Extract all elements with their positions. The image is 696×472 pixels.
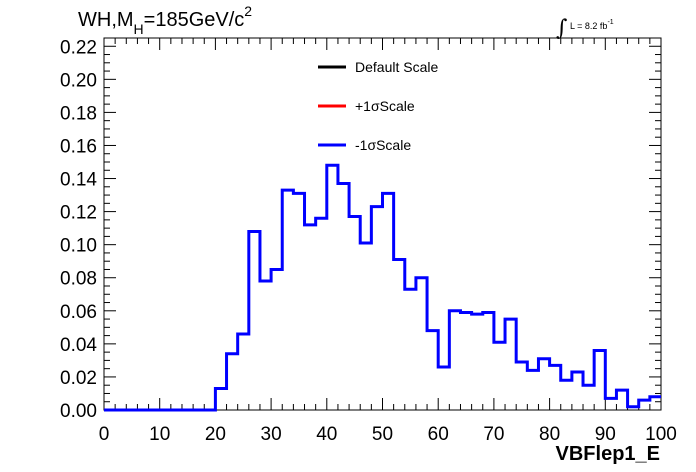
y-tick-label: 0.06 — [60, 302, 97, 323]
plot-frame — [103, 37, 662, 411]
y-tick-label: 0.02 — [60, 368, 97, 389]
x-tick-label: 50 — [372, 424, 393, 445]
chart-title: WH,MH=185GeV/c2 — [78, 3, 252, 37]
x-tick-label: 0 — [99, 424, 110, 445]
y-tick-label: 0.04 — [60, 335, 97, 356]
luminosity-superscript: -1 — [607, 19, 614, 26]
series-line — [104, 163, 661, 412]
y-tick-label: 0.10 — [60, 236, 97, 257]
luminosity-label: ∫ L = 8.2 fb-1 — [556, 10, 614, 41]
x-tick-label: 90 — [595, 424, 616, 445]
legend-label: -1σScale — [355, 137, 411, 153]
x-axis-label: VBFlep1_E — [556, 443, 660, 465]
title-main: WH,M — [78, 9, 134, 31]
legend-label: +1σScale — [355, 98, 415, 114]
x-tick-label: 70 — [483, 424, 504, 445]
y-tick-label: 0.16 — [60, 136, 97, 157]
title-subscript: H — [133, 21, 144, 37]
title-rest: =185GeV/c — [143, 9, 245, 31]
integral-symbol: ∫ — [556, 16, 568, 41]
luminosity-text: L = 8.2 fb — [569, 21, 608, 31]
y-tick-label: 0.20 — [60, 70, 97, 91]
title-superscript: 2 — [244, 3, 253, 19]
x-tick-label: 30 — [261, 424, 282, 445]
x-tick-label: 60 — [428, 424, 449, 445]
y-tick-label: 0.00 — [60, 401, 97, 422]
x-tick-label: 100 — [645, 424, 677, 445]
x-tick-label: 20 — [205, 424, 226, 445]
y-tick-label: 0.14 — [60, 170, 97, 191]
x-tick-label: 40 — [316, 424, 337, 445]
y-tick-label: 0.22 — [60, 37, 97, 58]
x-tick-label: 10 — [149, 424, 170, 445]
legend-label: Default Scale — [355, 59, 438, 75]
x-tick-label: 80 — [539, 424, 560, 445]
y-tick-label: 0.18 — [60, 103, 97, 124]
y-tick-label: 0.12 — [60, 203, 97, 224]
y-tick-label: 0.08 — [60, 269, 97, 290]
